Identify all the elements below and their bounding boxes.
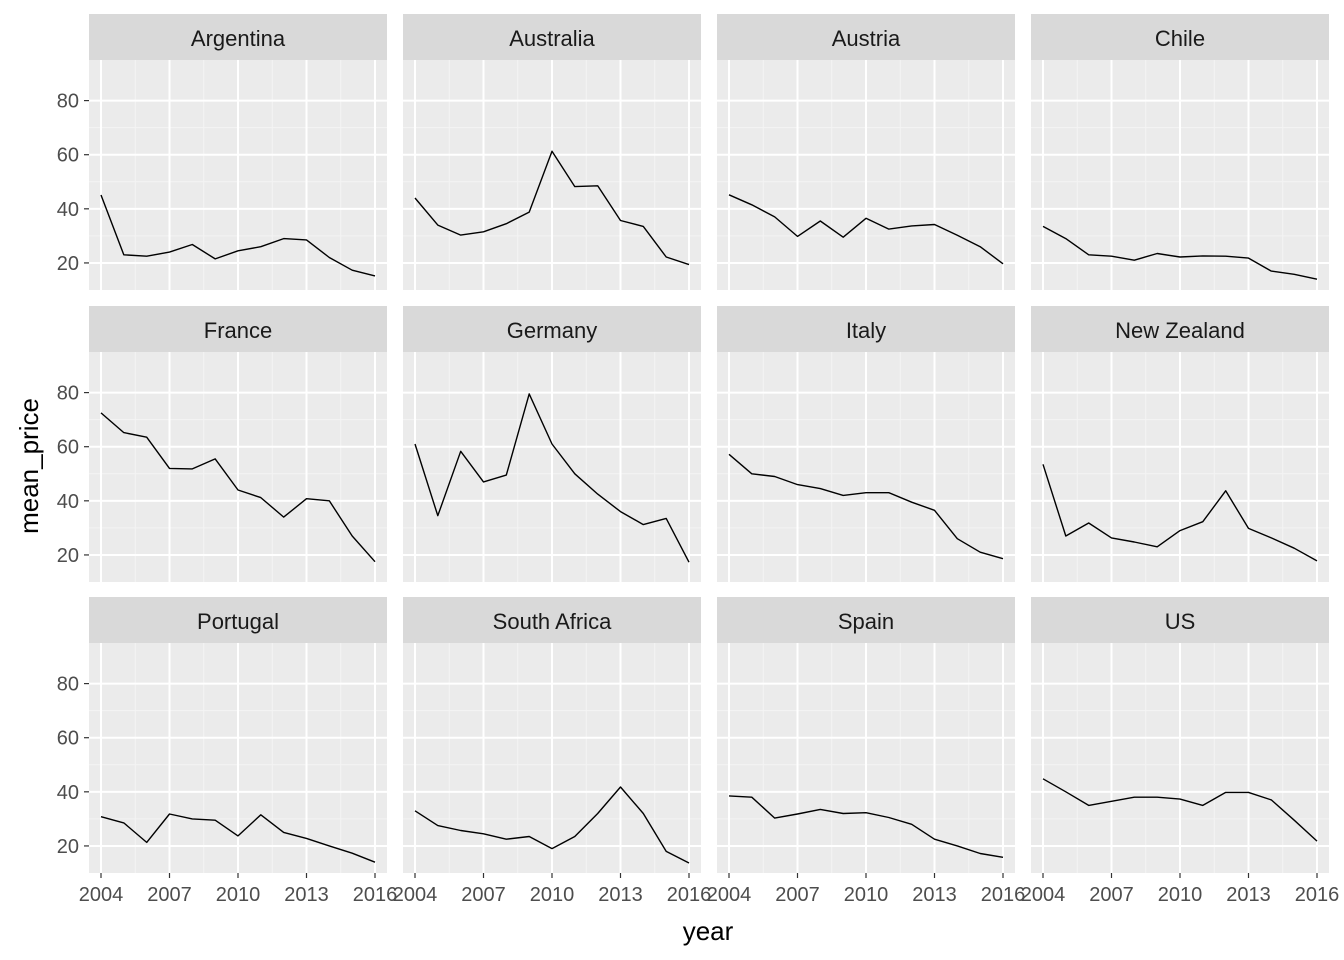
facet-strip	[1031, 14, 1329, 60]
facet-title: Australia	[509, 26, 595, 51]
y-tick-label: 40	[57, 199, 79, 221]
y-tick-label: 40	[57, 782, 79, 804]
x-tick-label: 2004	[1021, 884, 1066, 906]
facet-strip	[717, 306, 1015, 352]
x-tick-label: 2010	[530, 884, 575, 906]
facet-panel: Italy	[717, 306, 1015, 582]
x-tick-label: 2004	[707, 884, 752, 906]
facet-title: US	[1165, 609, 1196, 634]
y-tick-label: 20	[57, 545, 79, 567]
series-line	[100, 412, 376, 563]
x-tick-label: 2013	[1226, 884, 1271, 906]
y-tick-label: 80	[57, 674, 79, 696]
facet-strip	[1031, 597, 1329, 643]
facet-panel: Australia	[403, 14, 701, 290]
facet-title: Austria	[832, 26, 901, 51]
series-line	[1042, 225, 1318, 280]
facet-title: Chile	[1155, 26, 1205, 51]
facet-title: Argentina	[191, 26, 286, 51]
facet-panel: Spain 2004 2007 2010 2013 2016	[707, 597, 1026, 906]
series-line	[414, 393, 690, 563]
x-tick-label: 2013	[284, 884, 329, 906]
facet-panel: US 2004 2007 2010 2013 2016	[1021, 597, 1340, 906]
series-line	[728, 194, 1004, 265]
facet-strip	[717, 597, 1015, 643]
facet-panel: France 20 40 60 80	[57, 306, 387, 582]
facet-panel: South Africa 2004 2007 2010 2013 2016	[393, 597, 712, 906]
facet-title: France	[204, 318, 272, 343]
x-tick-label: 2007	[461, 884, 506, 906]
facet-strip	[89, 14, 387, 60]
series-line	[1042, 464, 1318, 562]
series-line	[728, 453, 1004, 560]
x-tick-label: 2007	[147, 884, 192, 906]
facet-strip	[403, 597, 701, 643]
facet-title: Italy	[846, 318, 886, 343]
facet-strip	[403, 14, 701, 60]
series-line	[100, 813, 376, 863]
y-tick-label: 60	[57, 728, 79, 750]
series-line	[1042, 778, 1318, 842]
facet-strip	[89, 306, 387, 352]
facet-strip	[1031, 306, 1329, 352]
x-tick-label: 2010	[1158, 884, 1203, 906]
y-tick-label: 80	[57, 383, 79, 405]
facet-panels: Argentina 20 40 60 80 Australia Austria Chile Fr…	[57, 14, 1340, 906]
series-line	[728, 795, 1004, 858]
facet-title: Spain	[838, 609, 894, 634]
x-tick-label: 2007	[1089, 884, 1134, 906]
x-tick-label: 2016	[353, 884, 398, 906]
facet-panel: New Zealand	[1031, 306, 1329, 582]
x-tick-label: 2016	[1295, 884, 1340, 906]
facet-title: Portugal	[197, 609, 279, 634]
y-tick-label: 20	[57, 836, 79, 858]
facet-panel: Argentina 20 40 60 80	[57, 14, 387, 290]
x-tick-label: 2013	[598, 884, 643, 906]
x-tick-label: 2010	[844, 884, 889, 906]
y-tick-label: 60	[57, 437, 79, 459]
y-tick-label: 20	[57, 253, 79, 275]
series-line	[414, 786, 690, 864]
facet-strip	[89, 597, 387, 643]
x-axis-title: year	[683, 916, 734, 946]
y-tick-label: 60	[57, 145, 79, 167]
facet-title: South Africa	[493, 609, 612, 634]
x-tick-label: 2016	[667, 884, 712, 906]
x-tick-label: 2013	[912, 884, 957, 906]
facet-panel: Austria	[717, 14, 1015, 290]
facet-title: New Zealand	[1115, 318, 1245, 343]
series-line	[414, 150, 690, 266]
facet-title: Germany	[507, 318, 597, 343]
series-line	[100, 194, 376, 277]
y-tick-label: 40	[57, 491, 79, 513]
facet-strip	[403, 306, 701, 352]
y-axis-title: mean_price	[14, 398, 44, 534]
facet-panel: Chile	[1031, 14, 1329, 290]
y-tick-label: 80	[57, 91, 79, 113]
facet-panel: Portugal 20 40 60 80 2004 2007 2010 2013 2016	[57, 597, 398, 906]
facet-panel: Germany	[403, 306, 701, 582]
x-tick-label: 2010	[216, 884, 261, 906]
facet-strip	[717, 14, 1015, 60]
x-tick-label: 2004	[79, 884, 124, 906]
x-tick-label: 2016	[981, 884, 1026, 906]
x-tick-label: 2007	[775, 884, 820, 906]
x-tick-label: 2004	[393, 884, 438, 906]
